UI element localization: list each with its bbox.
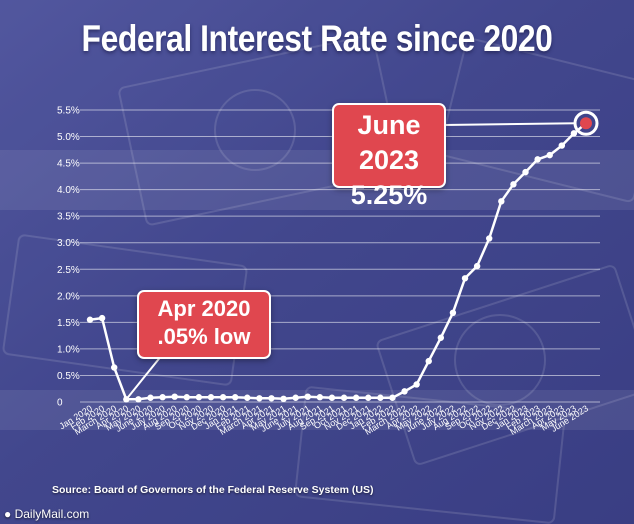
data-point (86, 316, 94, 323)
data-point (328, 394, 336, 401)
data-point (147, 394, 154, 401)
data-point (316, 394, 324, 401)
data-point (413, 381, 420, 388)
data-point (256, 395, 263, 402)
callout-high-value: 5.25% (350, 180, 428, 210)
y-tick-label: 4.0% (57, 185, 80, 196)
y-tick-label: 2.5% (57, 265, 80, 276)
data-point (522, 168, 529, 176)
y-tick-label: 3.0% (57, 238, 80, 249)
data-point (534, 156, 541, 163)
source-note: Source: Board of Governors of the Federa… (52, 484, 374, 496)
leader-line-low (125, 354, 163, 400)
data-point (292, 394, 299, 401)
data-point (461, 275, 469, 282)
y-tick-label: 2.0% (57, 291, 80, 302)
data-point (159, 394, 166, 401)
callout-low: Apr 2020 .05% low (137, 290, 271, 359)
data-point (498, 198, 505, 205)
data-point (473, 262, 481, 270)
y-axis-ticks: 0 0.5% 1.0% 1.5% 2.0% 2.5% 3.0% 3.5% 4.0% 4.5% 5.0… (57, 106, 80, 409)
data-point (195, 394, 203, 401)
y-tick-label: 5.0% (57, 132, 80, 143)
callout-low-date: Apr 2020 (157, 296, 251, 321)
y-tick-label: 0.5% (57, 371, 80, 382)
data-point (268, 395, 275, 402)
data-point (449, 309, 457, 317)
data-point (244, 394, 251, 401)
data-point (123, 396, 130, 403)
callout-high-date: June 2023 (357, 110, 421, 175)
data-point (425, 357, 432, 365)
data-point (558, 142, 566, 149)
data-point (401, 388, 408, 395)
data-point (304, 393, 311, 400)
data-point (219, 394, 227, 401)
data-point (377, 394, 384, 401)
data-point (231, 394, 239, 401)
data-point (110, 364, 118, 371)
leader-line-high (443, 122, 577, 126)
callout-low-value: .05% low (157, 324, 251, 349)
y-tick-label: 0 (57, 398, 63, 409)
data-point (207, 394, 215, 401)
y-tick-label: 5.5% (57, 106, 80, 117)
data-point (365, 394, 372, 401)
chart-title: Federal Interest Rate since 2020 (81, 18, 553, 59)
data-point (98, 314, 106, 322)
peak-dot (580, 117, 592, 130)
y-tick-label: 3.5% (57, 212, 80, 223)
data-point (280, 395, 287, 403)
data-point (171, 393, 178, 400)
data-point (389, 394, 396, 401)
y-tick-label: 1.0% (57, 344, 80, 355)
data-point (510, 181, 517, 188)
peak-ring (573, 110, 599, 136)
data-point (352, 394, 360, 401)
data-point (546, 151, 553, 159)
data-point (437, 334, 445, 341)
dailymail-credit: ● DailyMail.com (4, 507, 90, 521)
series-points (86, 110, 599, 403)
data-point (135, 396, 142, 403)
callout-leader-lines (125, 122, 577, 400)
y-tick-label: 1.5% (57, 318, 80, 329)
y-tick-label: 4.5% (57, 159, 80, 170)
data-point (486, 235, 493, 242)
callout-high: June 2023 5.25% (332, 103, 446, 210)
data-point (340, 394, 348, 401)
data-point (183, 394, 190, 401)
data-point (570, 130, 578, 137)
